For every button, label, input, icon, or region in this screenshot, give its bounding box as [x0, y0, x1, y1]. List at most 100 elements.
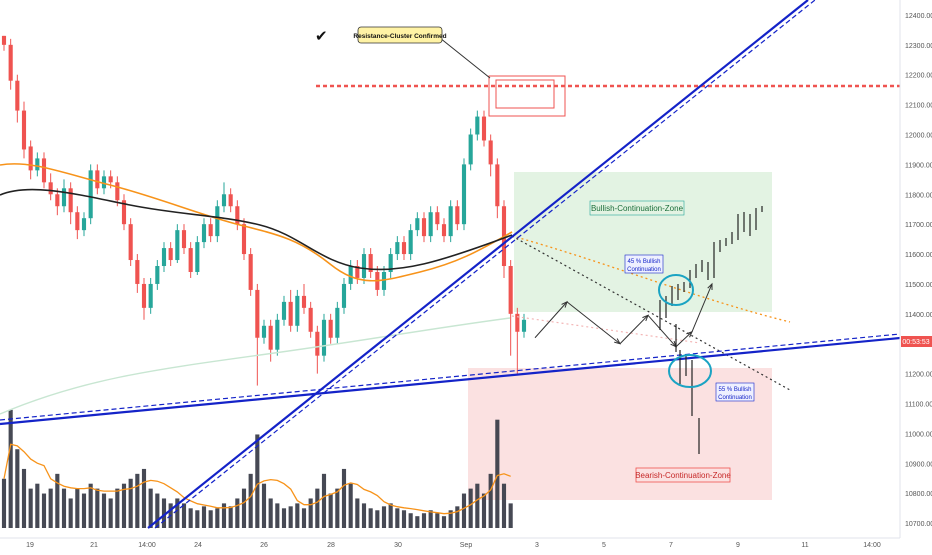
bull-45-label[interactable]: 45 % Bullish Continuation	[624, 254, 664, 274]
steep-trendline[interactable]	[147, 0, 809, 529]
volume-bar	[208, 510, 213, 528]
volume-bar	[28, 488, 33, 528]
projection-arrowhead	[686, 330, 693, 338]
volume-bar	[428, 510, 433, 528]
candle-body	[75, 212, 80, 231]
candle-body	[475, 116, 480, 135]
projection-segment	[691, 283, 713, 332]
x-axis-ticks: 19 21 14:00 24 26 28 30 Sep 3 5 7 9 11 14:00	[26, 542, 881, 549]
candle-body	[195, 242, 200, 272]
volume-bar	[375, 510, 380, 528]
volume-bar	[328, 493, 333, 528]
x-tick-label: 21	[90, 542, 98, 549]
bullish-ellipse-55[interactable]	[668, 354, 712, 388]
candle-body	[28, 146, 33, 171]
bullish-ellipse-45[interactable]	[658, 274, 694, 306]
volume-bar	[361, 503, 367, 528]
volume-bar	[55, 473, 60, 528]
volume-bar	[301, 508, 307, 528]
candle-body	[521, 319, 527, 332]
candle-body	[315, 331, 320, 356]
candle-body	[308, 307, 313, 332]
y-tick-label: 11400.00	[905, 312, 932, 319]
candle-body	[21, 110, 27, 150]
volume-bar	[468, 488, 473, 528]
x-tick-label: 9	[736, 542, 740, 549]
resistance-callout[interactable]: Resistance-Cluster Confirmed	[353, 26, 491, 79]
volume-bar	[181, 503, 187, 528]
y-tick-label: 11200.00	[905, 372, 932, 379]
volume-bar	[128, 478, 133, 528]
candle-body	[1, 35, 7, 45]
volume-bar	[368, 508, 373, 528]
candle-body	[101, 176, 107, 189]
volume-bar	[8, 409, 13, 528]
candle-body	[401, 242, 407, 255]
volume-bar	[348, 483, 353, 528]
resistance-box-inner	[495, 79, 555, 109]
volume-bar	[35, 483, 40, 528]
y-tick-label: 11800.00	[905, 192, 932, 199]
candle-body	[515, 313, 520, 332]
volume-bar	[21, 468, 27, 528]
volume-bar	[255, 434, 260, 528]
volume-bar	[441, 516, 447, 528]
resistance-box-outer	[488, 75, 566, 117]
y-tick-label: 12100.00	[905, 103, 932, 110]
candle-body	[288, 301, 293, 326]
candle-body	[268, 325, 273, 350]
volume-bar	[508, 503, 513, 528]
volume-bars	[1, 409, 513, 528]
x-tick-label: 11	[801, 542, 808, 549]
bearish-zone-label[interactable]: Bearish-Continuation-Zone	[635, 467, 731, 483]
x-tick-label: 26	[260, 542, 268, 549]
bull-55-label[interactable]: 55 % Bullish Continuation	[715, 382, 755, 402]
volume-bar	[241, 488, 247, 528]
volume-bar	[308, 498, 313, 528]
volume-bar	[495, 419, 500, 528]
projected-bars-lower	[675, 324, 700, 454]
y-tick-label: 11600.00	[905, 252, 932, 259]
projection-segment	[534, 301, 568, 339]
volume-bar	[141, 468, 147, 528]
candle-body	[35, 158, 40, 171]
volume-bar	[161, 498, 167, 528]
y-tick-label: 10700.00	[905, 521, 932, 528]
volume-bar	[381, 506, 387, 528]
candle-body	[221, 194, 227, 207]
candle-body	[128, 224, 133, 261]
resistance-callout-text: Resistance-Cluster Confirmed	[353, 33, 446, 40]
candle-body	[448, 206, 453, 237]
volume-bar	[341, 468, 347, 528]
current-price-tag[interactable]	[901, 336, 932, 347]
volume-bar	[455, 506, 460, 528]
candle-body	[241, 224, 247, 255]
volume-bar	[288, 506, 293, 528]
candle-body	[135, 260, 140, 284]
x-tick-label: 30	[394, 542, 402, 549]
flat-trendline[interactable]	[0, 336, 901, 426]
candle-body	[481, 116, 487, 141]
bullish-zone-label[interactable]: Bullish-Continuation-Zone	[589, 200, 685, 216]
candle-body	[228, 194, 233, 207]
candle-body	[441, 224, 447, 237]
volume-bar	[68, 498, 73, 528]
candle-body	[181, 230, 187, 249]
candle-body	[355, 266, 360, 278]
volume-bar	[488, 473, 493, 528]
projection-segment	[675, 331, 693, 348]
x-tick-label: 19	[26, 542, 34, 549]
volume-bar	[395, 508, 400, 528]
y-tick-label: 11700.00	[905, 222, 932, 229]
candle-body	[188, 248, 193, 272]
volume-bar	[388, 503, 393, 528]
volume-bar	[101, 493, 107, 528]
volume-bar	[281, 508, 287, 528]
candle-body	[435, 212, 440, 225]
y-tick-label: 10800.00	[905, 491, 932, 498]
volume-bar	[475, 483, 480, 528]
candle-body	[121, 200, 127, 225]
candle-body	[41, 158, 47, 183]
volume-bar	[108, 498, 113, 528]
